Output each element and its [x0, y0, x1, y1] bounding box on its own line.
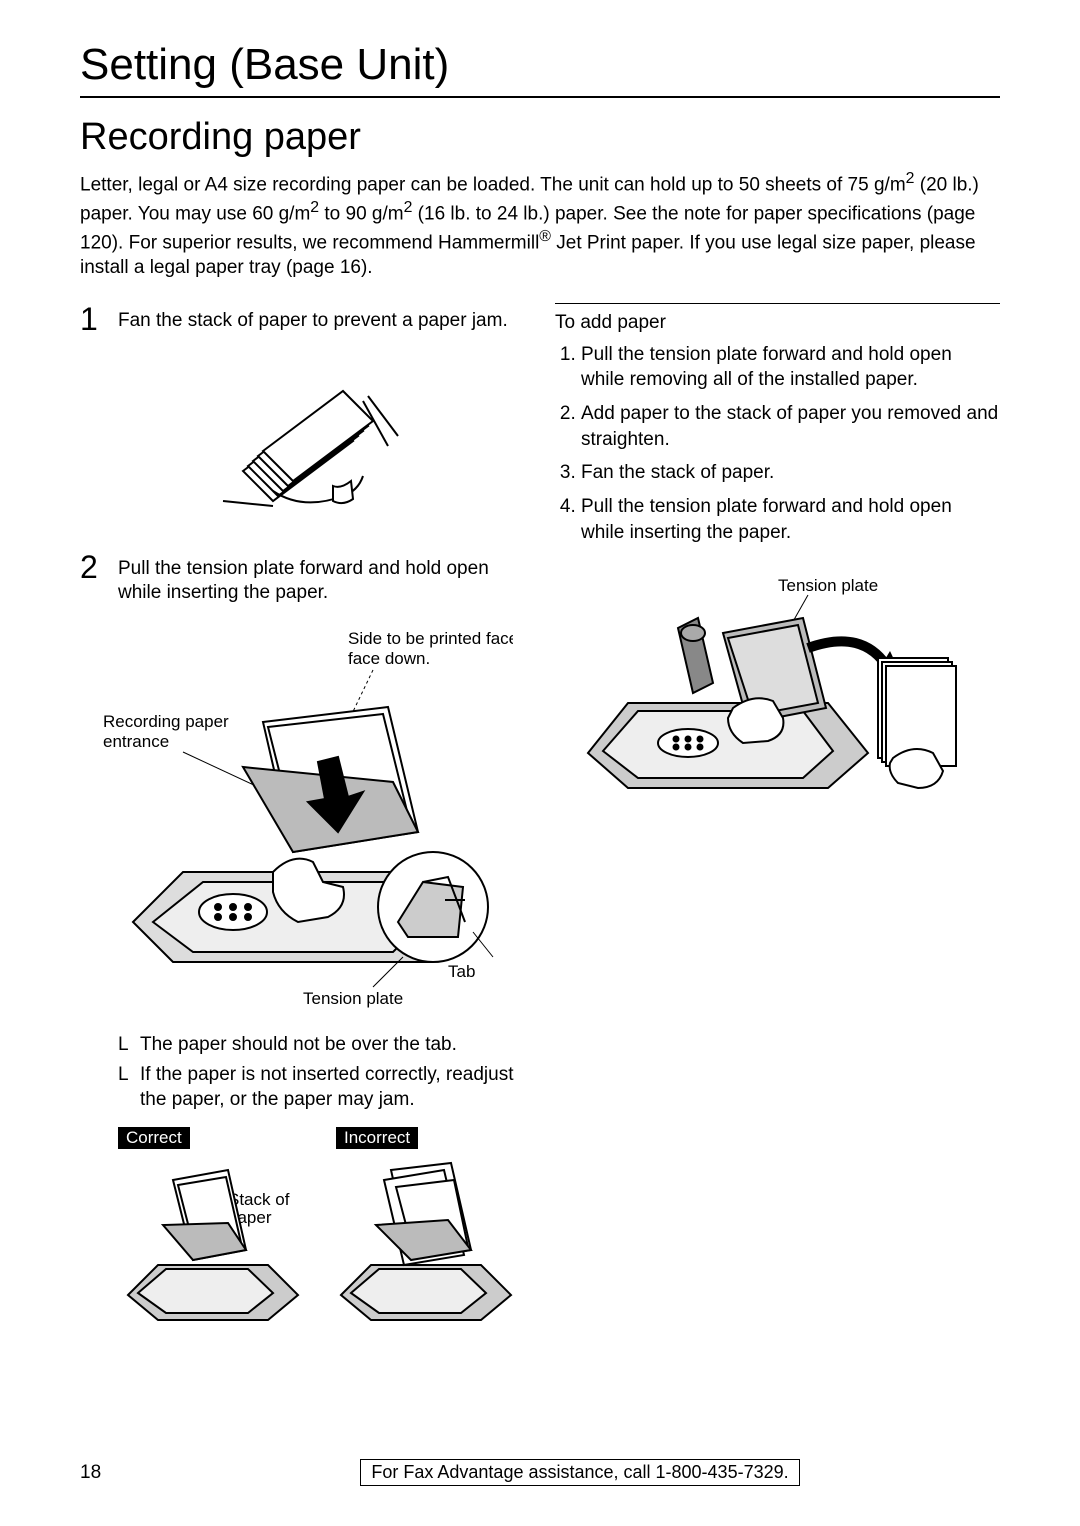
incorrect-box: Incorrect	[336, 1127, 525, 1330]
intro-text: to 90 g/m	[319, 203, 404, 224]
bullet-marker: L	[118, 1032, 140, 1058]
right-column: To add paper Pull the tension plate forw…	[555, 303, 1000, 1330]
reg-mark: ®	[539, 228, 551, 245]
list-item: Pull the tension plate forward and hold …	[581, 342, 1000, 393]
intro-paragraph: Letter, legal or A4 size recording paper…	[80, 169, 1000, 281]
label-recording-entrance-2: entrance	[103, 732, 169, 751]
bullet-item: L The paper should not be over the tab.	[118, 1032, 525, 1058]
label-tension-plate-right: Tension plate	[778, 576, 878, 595]
step-number: 2	[80, 551, 118, 606]
list-item: Pull the tension plate forward and hold …	[581, 494, 1000, 545]
fan-paper-svg	[203, 351, 403, 521]
intro-text: Letter, legal or A4 size recording paper…	[80, 174, 906, 195]
page-title: Setting (Base Unit)	[80, 40, 1000, 98]
correct-svg: Stack of paper	[118, 1155, 308, 1325]
label-side-face-down-2: face down.	[348, 649, 430, 668]
section-title: Recording paper	[80, 116, 1000, 159]
bullet-marker: L	[118, 1062, 140, 1113]
bullet-list: L The paper should not be over the tab. …	[80, 1032, 525, 1113]
step-1: 1 Fan the stack of paper to prevent a pa…	[80, 303, 525, 335]
label-side-face-down: Side to be printed face down.	[348, 629, 513, 648]
divider	[555, 303, 1000, 304]
correct-box: Correct Stack of paper	[118, 1127, 308, 1330]
step-2: 2 Pull the tension plate forward and hol…	[80, 551, 525, 606]
step-text: Pull the tension plate forward and hold …	[118, 551, 525, 606]
label-recording-entrance-1: Recording paper	[103, 712, 229, 731]
sup: 2	[310, 199, 319, 216]
illustration-fan-paper	[80, 351, 525, 521]
incorrect-label: Incorrect	[336, 1127, 418, 1149]
illustration-add-paper: Tension plate	[555, 573, 1000, 833]
add-paper-svg: Tension plate	[578, 573, 978, 833]
step-number: 1	[80, 303, 118, 335]
bullet-text: The paper should not be over the tab.	[140, 1032, 457, 1058]
label-tension-plate-left: Tension plate	[303, 989, 403, 1008]
correct-label: Correct	[118, 1127, 190, 1149]
list-item: Fan the stack of paper.	[581, 460, 1000, 486]
incorrect-svg	[336, 1155, 516, 1325]
bullet-item: L If the paper is not inserted correctly…	[118, 1062, 525, 1113]
label-stack-1: Stack of	[228, 1190, 290, 1209]
label-tab: Tab	[448, 962, 475, 981]
footer: 18 For Fax Advantage assistance, call 1-…	[80, 1459, 1000, 1486]
add-paper-heading: To add paper	[555, 312, 1000, 334]
footer-assistance-box: For Fax Advantage assistance, call 1-800…	[360, 1459, 799, 1486]
left-column: 1 Fan the stack of paper to prevent a pa…	[80, 303, 525, 1330]
add-paper-list: Pull the tension plate forward and hold …	[555, 342, 1000, 545]
step-text: Fan the stack of paper to prevent a pape…	[118, 303, 508, 335]
illustration-insert-paper: Side to be printed face down. face down.…	[80, 622, 525, 1022]
correct-incorrect-row: Correct Stack of paper Incorrect	[80, 1127, 525, 1330]
list-item: Add paper to the stack of paper you remo…	[581, 401, 1000, 452]
insert-paper-svg: Side to be printed face down. face down.…	[93, 622, 513, 1022]
content-columns: 1 Fan the stack of paper to prevent a pa…	[80, 303, 1000, 1330]
page-number: 18	[80, 1462, 160, 1484]
bullet-text: If the paper is not inserted correctly, …	[140, 1062, 525, 1113]
